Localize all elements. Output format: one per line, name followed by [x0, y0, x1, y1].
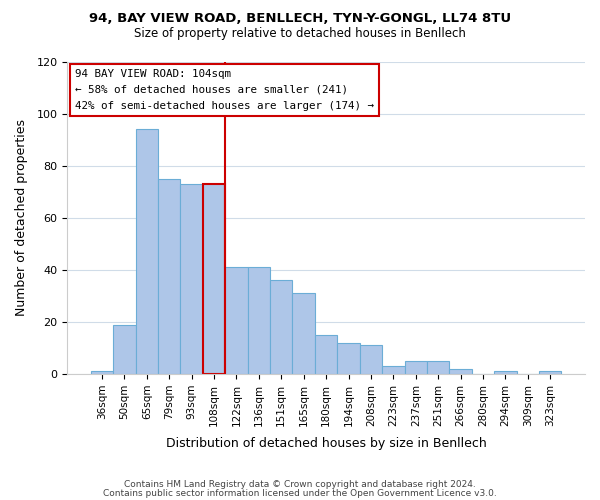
Y-axis label: Number of detached properties: Number of detached properties: [15, 120, 28, 316]
Bar: [494, 372, 517, 374]
Bar: [337, 343, 360, 374]
Bar: [203, 184, 225, 374]
Bar: [91, 372, 113, 374]
Bar: [225, 268, 248, 374]
Bar: [315, 335, 337, 374]
Text: 94, BAY VIEW ROAD, BENLLECH, TYN-Y-GONGL, LL74 8TU: 94, BAY VIEW ROAD, BENLLECH, TYN-Y-GONGL…: [89, 12, 511, 26]
Bar: [382, 366, 404, 374]
Bar: [292, 294, 315, 374]
Text: 94 BAY VIEW ROAD: 104sqm
← 58% of detached houses are smaller (241)
42% of semi-: 94 BAY VIEW ROAD: 104sqm ← 58% of detach…: [75, 70, 374, 110]
Bar: [181, 184, 203, 374]
Bar: [270, 280, 292, 374]
Text: Contains public sector information licensed under the Open Government Licence v3: Contains public sector information licen…: [103, 488, 497, 498]
Bar: [158, 178, 181, 374]
Bar: [248, 268, 270, 374]
X-axis label: Distribution of detached houses by size in Benllech: Distribution of detached houses by size …: [166, 437, 487, 450]
Bar: [113, 324, 136, 374]
Bar: [404, 361, 427, 374]
Text: Size of property relative to detached houses in Benllech: Size of property relative to detached ho…: [134, 28, 466, 40]
Bar: [360, 346, 382, 374]
Bar: [449, 369, 472, 374]
Bar: [136, 129, 158, 374]
Bar: [427, 361, 449, 374]
Text: Contains HM Land Registry data © Crown copyright and database right 2024.: Contains HM Land Registry data © Crown c…: [124, 480, 476, 489]
Bar: [539, 372, 562, 374]
